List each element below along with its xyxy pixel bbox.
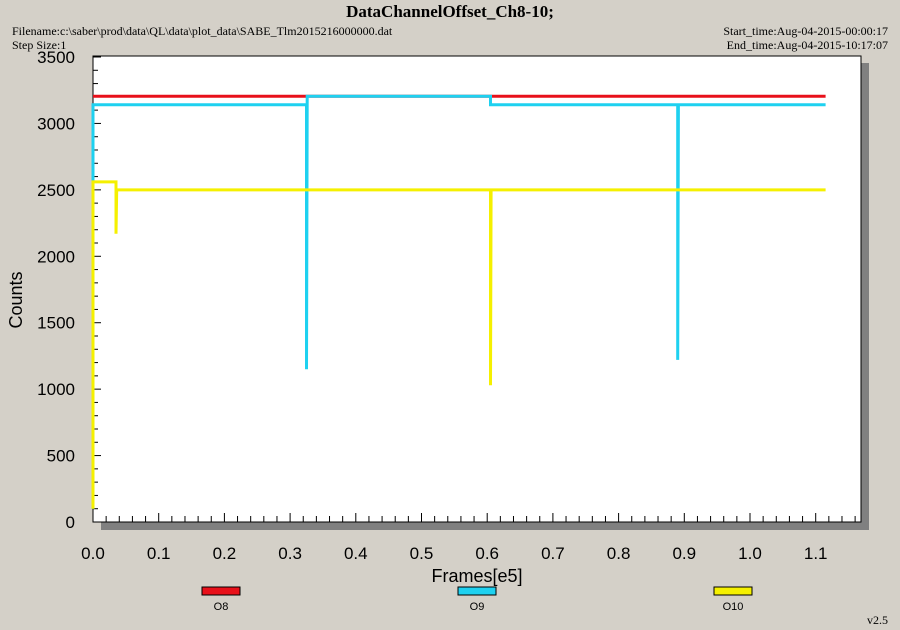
x-tick-label: 0.2: [213, 544, 237, 563]
legend: O8 O9 O10: [201, 586, 753, 613]
x-axis-label: Frames[e5]: [431, 566, 522, 586]
chart-title: DataChannelOffset_Ch8-10;: [346, 2, 554, 21]
series-lines: [91, 94, 826, 509]
x-tick-label: 1.0: [738, 544, 762, 563]
x-tick-label: 0.9: [672, 544, 696, 563]
legend-label-o10: O10: [723, 601, 744, 613]
series-line-o9: [91, 94, 826, 509]
y-tick-label: 500: [47, 447, 75, 466]
filename-label: Filename:c:\saber\prod\data\QL\data\plot…: [12, 24, 393, 38]
x-tick-label: 0.5: [410, 544, 434, 563]
version-label: v2.5: [867, 613, 888, 627]
step-size-label: Step Size:1: [12, 38, 67, 52]
y-tick-label: 0: [66, 513, 75, 532]
y-tick-label: 1500: [37, 314, 75, 333]
end-time-label: End_time:Aug-04-2015-10:17:07: [726, 38, 888, 52]
x-tick-label: 0.1: [147, 544, 171, 563]
plot-background: [92, 55, 862, 523]
x-tick-label: 1.1: [804, 544, 828, 563]
y-axis-label: Counts: [6, 271, 26, 328]
x-tick-label: 0.3: [278, 544, 302, 563]
x-tick-label: 0.6: [475, 544, 499, 563]
x-tick-label: 0.0: [81, 544, 105, 563]
axis-ticks: [92, 56, 856, 523]
x-tick-label: 0.8: [607, 544, 631, 563]
y-tick-label: 2000: [37, 247, 75, 266]
y-tick-label: 3000: [37, 114, 75, 133]
legend-label-o8: O8: [214, 601, 229, 613]
legend-label-o9: O9: [470, 601, 485, 613]
legend-swatch-o8: [201, 586, 241, 596]
x-tick-label: 0.4: [344, 544, 368, 563]
y-tick-label: 2500: [37, 181, 75, 200]
start-time-label: Start_time:Aug-04-2015-00:00:17: [723, 24, 888, 38]
legend-swatch-o9: [457, 586, 497, 596]
tick-labels: 0 500 1000 1500 2000 2500 3000 3500 0.0 0.1 0.2 0.3…: [37, 48, 827, 563]
y-tick-label: 1000: [37, 380, 75, 399]
legend-swatch-o10: [713, 586, 753, 596]
series-line-o10: [91, 180, 826, 509]
x-tick-label: 0.7: [541, 544, 565, 563]
y-tick-label: 3500: [37, 48, 75, 67]
